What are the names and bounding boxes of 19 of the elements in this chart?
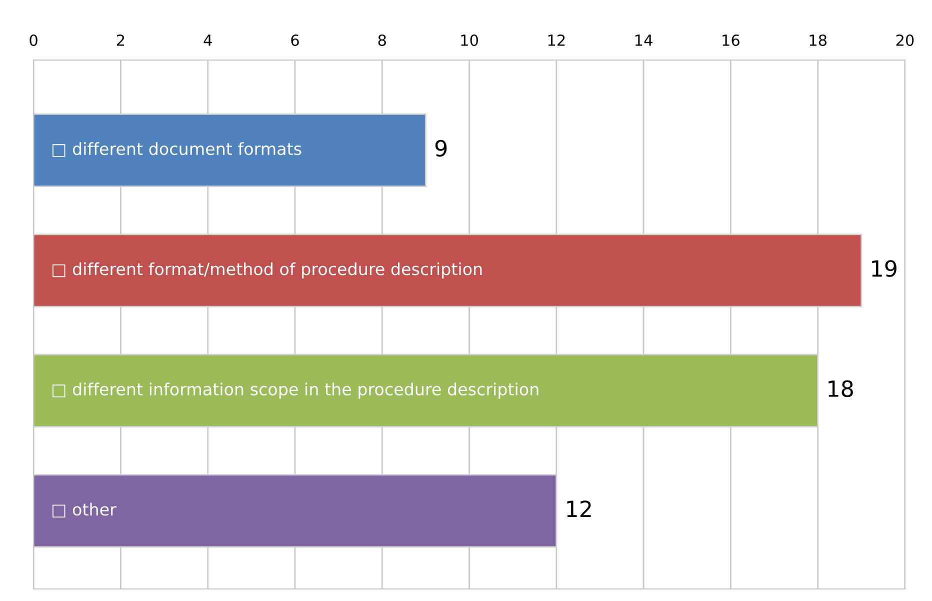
x-tick-label: 4 [204,34,212,46]
x-tick-label: 10 [461,34,478,46]
y-tick-label: □ different format/method of procedure description [52,262,482,279]
data-label: 9 [435,140,447,157]
x-tick-label: 12 [548,34,565,46]
x-tick-label: 20 [896,34,914,46]
y-tick-label: □ different information scope in the procedure description [52,382,538,399]
y-tick-label: □ other [52,502,116,518]
x-tick-label: 2 [116,34,124,46]
x-tick-label: 18 [810,34,827,46]
x-tick-label: 14 [636,34,652,46]
x-tick-label: 8 [378,34,386,46]
data-label: 19 [872,260,896,277]
x-tick-label: 16 [722,34,740,46]
y-tick-label: □ different document formats [52,142,302,157]
data-label: 12 [567,500,591,517]
x-tick-label: 6 [291,34,299,46]
data-label: 18 [828,380,853,398]
x-tick-label: 0 [30,34,38,46]
